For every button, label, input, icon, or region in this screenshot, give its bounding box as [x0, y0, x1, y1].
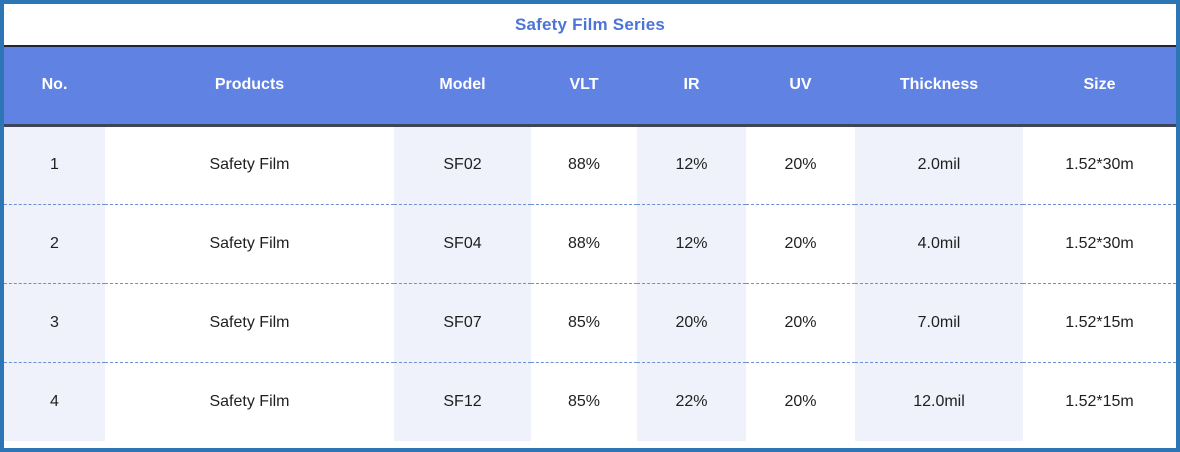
cell-uv-row1: 20%: [746, 125, 855, 205]
cell-thickness-row3: 7.0mil: [855, 283, 1023, 363]
table-header-row: No. Products Model VLT IR UV Thickness Size: [4, 47, 1176, 127]
cell-products-row4: Safety Film: [105, 362, 394, 441]
cell-no-row2: 2: [4, 204, 105, 284]
cell-size-row1: 1.52*30m: [1023, 125, 1176, 205]
cell-size-row3: 1.52*15m: [1023, 283, 1176, 363]
column-header-size: Size: [1023, 47, 1176, 127]
cell-uv-row4: 20%: [746, 362, 855, 441]
cell-vlt-row3: 85%: [531, 283, 637, 363]
cell-vlt-row2: 88%: [531, 204, 637, 284]
column-header-ir: IR: [637, 47, 746, 127]
column-header-vlt: VLT: [531, 47, 637, 127]
cell-uv-row3: 20%: [746, 283, 855, 363]
cell-thickness-row1: 2.0mil: [855, 125, 1023, 205]
cell-model-row1: SF02: [394, 125, 531, 205]
table-title-bar: Safety Film Series: [4, 4, 1176, 47]
table-row: 4 Safety Film SF12 85% 22% 20% 12.0mil 1.52*15m: [4, 362, 1176, 441]
cell-products-row2: Safety Film: [105, 204, 394, 284]
cell-no-row1: 1: [4, 125, 105, 205]
table-row: 1 Safety Film SF02 88% 12% 20% 2.0mil 1.52*30m: [4, 125, 1176, 205]
cell-ir-row3: 20%: [637, 283, 746, 363]
cell-no-row3: 3: [4, 283, 105, 363]
cell-uv-row2: 20%: [746, 204, 855, 284]
column-header-thickness: Thickness: [855, 47, 1023, 127]
cell-products-row1: Safety Film: [105, 125, 394, 205]
cell-ir-row1: 12%: [637, 125, 746, 205]
table-title: Safety Film Series: [514, 14, 666, 34]
cell-size-row4: 1.52*15m: [1023, 362, 1176, 441]
column-header-products: Products: [105, 47, 394, 127]
cell-vlt-row4: 85%: [531, 362, 637, 441]
table-body: 1 Safety Film SF02 88% 12% 20% 2.0mil 1.52*30m 2…: [4, 125, 1176, 441]
column-header-no: No.: [4, 47, 105, 127]
cell-model-row4: SF12: [394, 362, 531, 441]
cell-model-row3: SF07: [394, 283, 531, 363]
cell-size-row2: 1.52*30m: [1023, 204, 1176, 284]
cell-thickness-row4: 12.0mil: [855, 362, 1023, 441]
cell-ir-row2: 12%: [637, 204, 746, 284]
cell-vlt-row1: 88%: [531, 125, 637, 205]
cell-no-row4: 4: [4, 362, 105, 441]
column-header-model: Model: [394, 47, 531, 127]
cell-ir-row4: 22%: [637, 362, 746, 441]
safety-film-spec-table: No. Products Model VLT IR UV Thickness Size 1 Sa…: [4, 47, 1176, 441]
cell-thickness-row2: 4.0mil: [855, 204, 1023, 284]
cell-model-row2: SF04: [394, 204, 531, 284]
cell-products-row3: Safety Film: [105, 283, 394, 363]
table-row: 3 Safety Film SF07 85% 20% 20% 7.0mil 1.52*15m: [4, 283, 1176, 363]
column-header-uv: UV: [746, 47, 855, 127]
table-row: 2 Safety Film SF04 88% 12% 20% 4.0mil 1.52*30m: [4, 204, 1176, 284]
